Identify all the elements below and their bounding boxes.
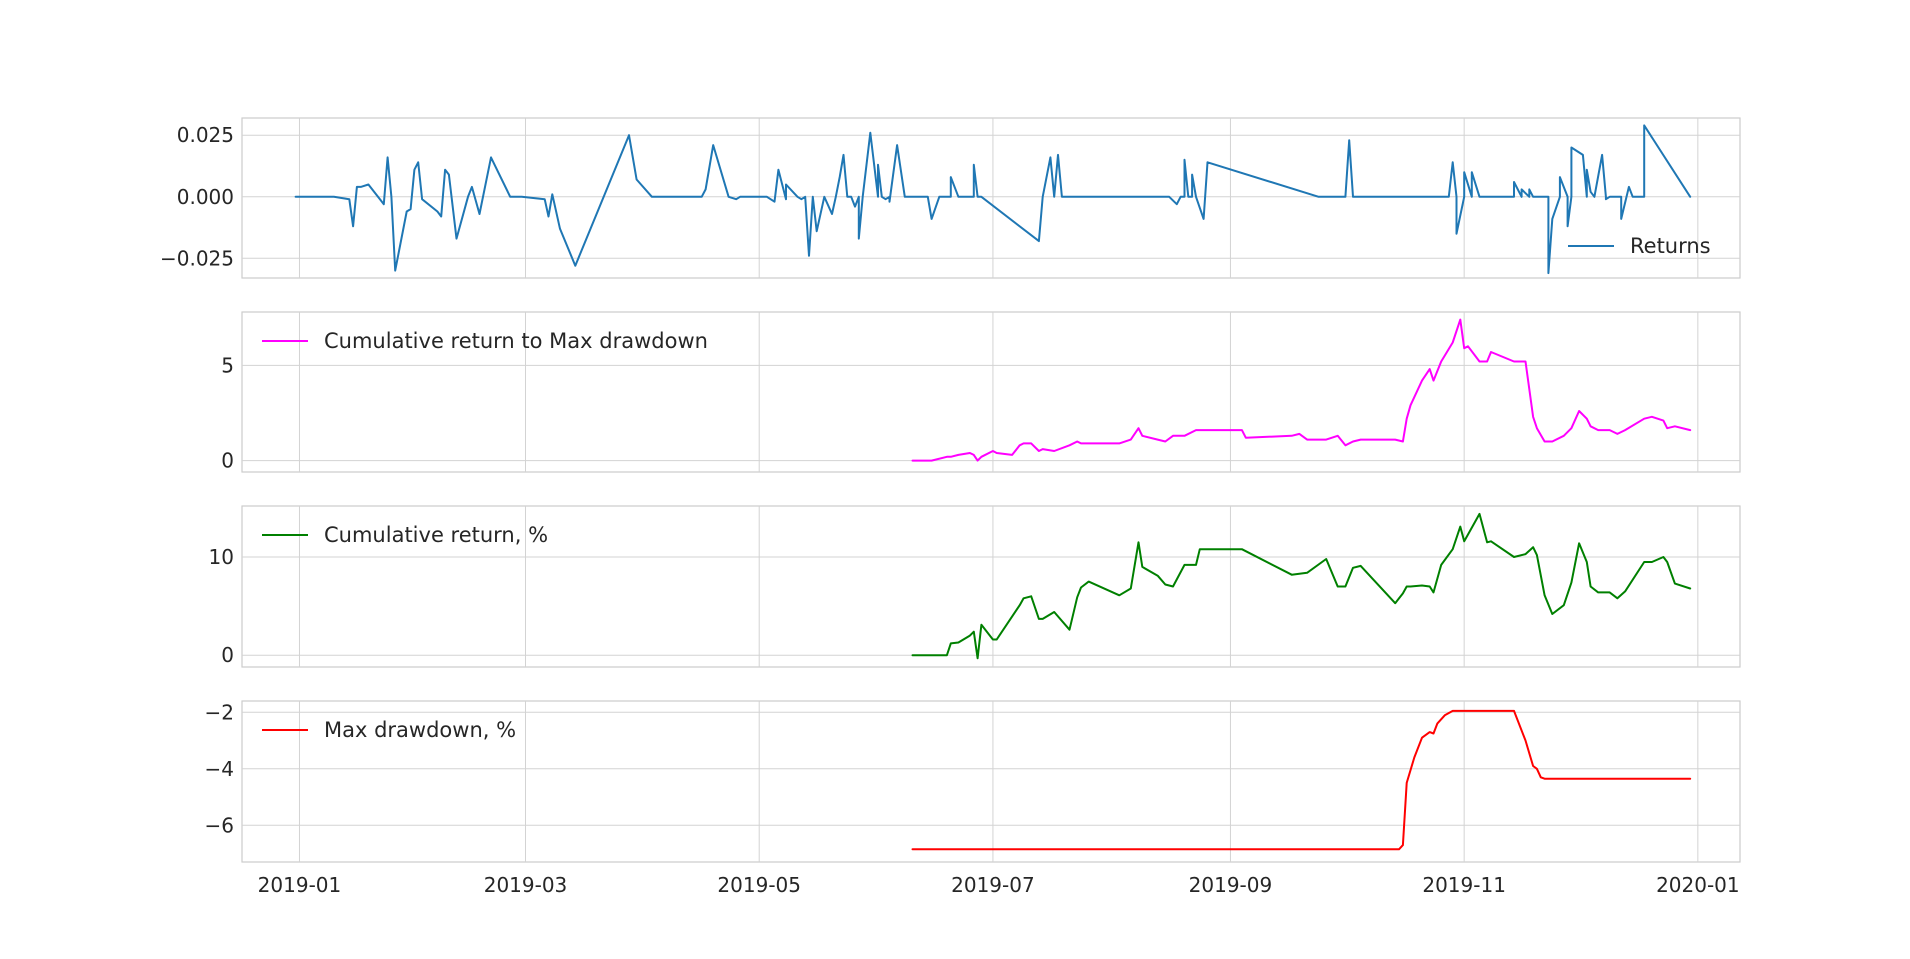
x-tick-label: 2019-05	[717, 873, 801, 897]
panel-frame	[241, 311, 1741, 473]
x-tick-label: 2019-09	[1189, 873, 1273, 897]
y-tick-label: −4	[205, 757, 234, 781]
panel-frame	[241, 700, 1741, 863]
y-tick-label: 0	[221, 643, 234, 667]
legend-label: Max drawdown, %	[324, 718, 516, 742]
x-tick-label: 2019-03	[484, 873, 568, 897]
panel-frame	[241, 117, 1741, 279]
legend-label: Returns	[1630, 234, 1711, 258]
legend: Returns	[1568, 234, 1711, 258]
y-tick-label: 0.000	[177, 185, 234, 209]
legend-label: Cumulative return to Max drawdown	[324, 329, 708, 353]
series-line-1	[911, 709, 1692, 851]
legend-label: Cumulative return, %	[324, 523, 548, 547]
legend: Max drawdown, %	[262, 718, 516, 742]
x-tick-label: 2019-01	[258, 873, 342, 897]
legend: Cumulative return, %	[262, 523, 548, 547]
y-tick-label: −2	[205, 700, 234, 724]
series-line-1	[911, 318, 1692, 462]
y-tick-label: 0	[221, 449, 234, 473]
panel-1: 0.025 0.000 −0.025 Returns	[160, 117, 1741, 279]
x-tick-label: 2020-01	[1656, 873, 1740, 897]
y-tick-label: 5	[221, 353, 234, 377]
series-line-1	[294, 124, 1692, 275]
panel-frame	[241, 505, 1741, 668]
y-tick-label: 10	[209, 545, 234, 569]
x-axis: 2019-01 2019-03 2019-05 2019-07 2019-09 2019-…	[258, 873, 1740, 897]
y-tick-label: 0.025	[177, 123, 234, 147]
y-tick-label: −6	[205, 813, 234, 837]
y-tick-label: −0.025	[160, 246, 234, 270]
x-tick-label: 2019-11	[1422, 873, 1506, 897]
panel-4: −2 −4 −6 Max drawdown, %	[205, 700, 1741, 863]
legend: Cumulative return to Max drawdown	[262, 329, 708, 353]
panel-2: 5 0 Cumulative return to Max drawdown	[221, 311, 1741, 473]
series-line-1	[911, 512, 1692, 660]
x-tick-label: 2019-07	[951, 873, 1035, 897]
panel-3: 10 0 Cumulative return, %	[209, 505, 1741, 668]
